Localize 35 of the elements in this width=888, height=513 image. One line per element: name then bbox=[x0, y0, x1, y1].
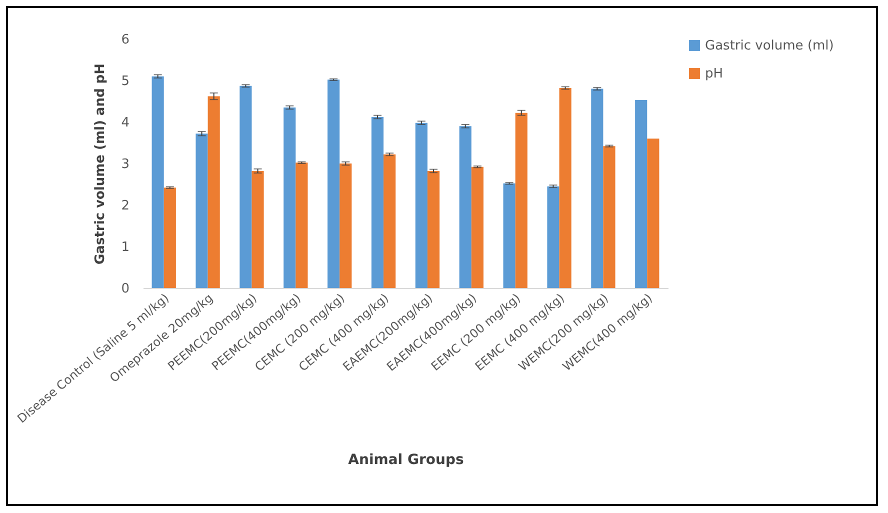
bar bbox=[384, 154, 396, 288]
bar bbox=[152, 76, 164, 288]
bar bbox=[240, 86, 252, 288]
bar bbox=[471, 166, 484, 288]
bar bbox=[371, 117, 384, 288]
bar bbox=[296, 162, 308, 288]
bar bbox=[603, 146, 616, 288]
y-tick-label: 4 bbox=[121, 116, 130, 130]
bar bbox=[328, 80, 340, 288]
bar bbox=[208, 96, 220, 288]
bar bbox=[340, 164, 352, 288]
legend-label: pH bbox=[705, 66, 724, 82]
bar bbox=[647, 138, 660, 288]
y-tick-label: 2 bbox=[121, 198, 130, 214]
y-tick-label: 1 bbox=[121, 240, 130, 255]
bar bbox=[459, 126, 472, 288]
bar bbox=[515, 112, 528, 288]
bar bbox=[503, 183, 516, 288]
bar bbox=[591, 88, 604, 288]
y-axis-title: Gastric volume (ml) and pH bbox=[93, 64, 108, 264]
bar bbox=[252, 170, 264, 288]
bar bbox=[415, 122, 428, 288]
bar bbox=[164, 188, 176, 288]
y-tick-label: 5 bbox=[121, 74, 130, 89]
bar bbox=[547, 186, 560, 288]
bar bbox=[427, 170, 440, 288]
bar bbox=[559, 88, 572, 288]
legend-label: Gastric volume (ml) bbox=[705, 38, 834, 54]
y-tick-label: 3 bbox=[121, 157, 130, 172]
x-axis-title: Animal Groups bbox=[348, 452, 464, 468]
bar bbox=[284, 107, 296, 288]
bar bbox=[196, 134, 208, 288]
y-tick-label: 0 bbox=[121, 282, 130, 296]
y-tick-label: 6 bbox=[121, 32, 130, 48]
bar bbox=[635, 100, 648, 288]
